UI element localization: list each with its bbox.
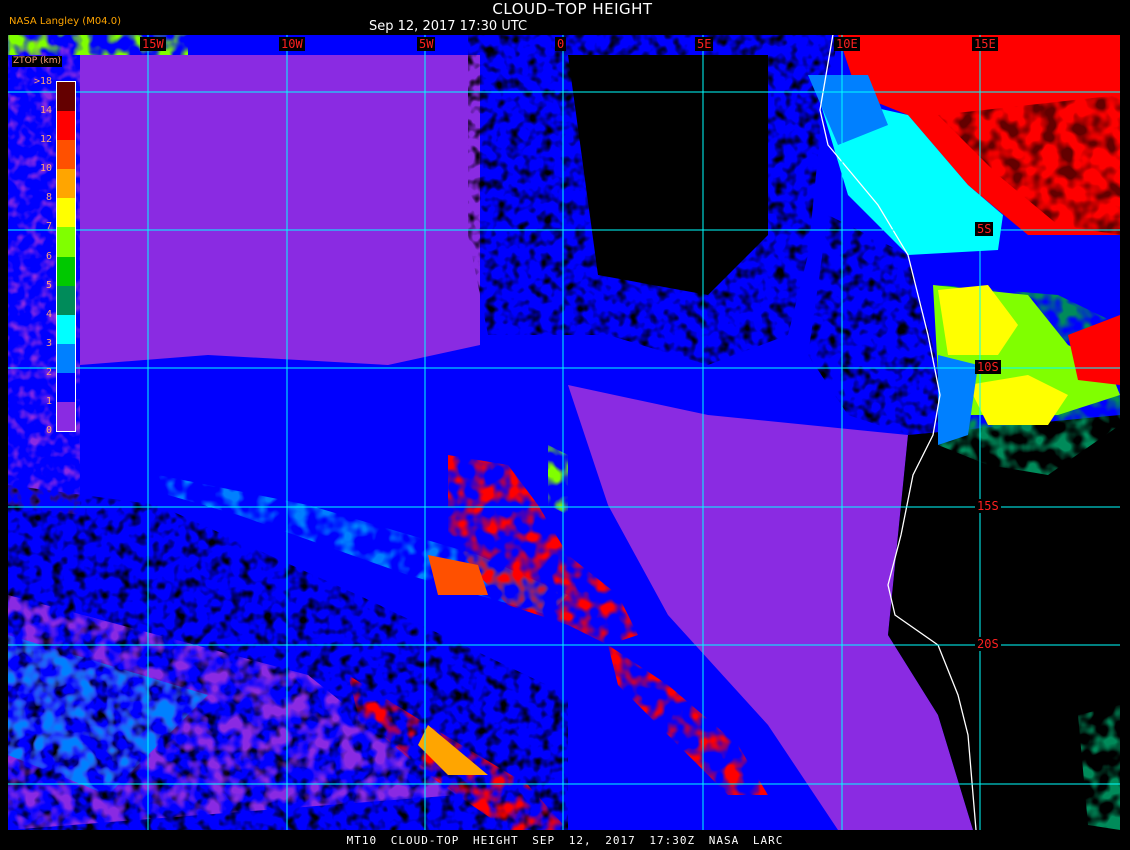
colorbar-label: 0 <box>45 425 52 436</box>
colorbar-label: 14 <box>39 105 52 117</box>
longitude-label: 15E <box>972 37 998 51</box>
colorbar-label: 2 <box>45 366 52 378</box>
colorbar-swatch <box>57 82 75 112</box>
coastline <box>819 35 977 830</box>
cloud-top-height-map <box>8 35 1120 830</box>
colorbar-swatch <box>57 314 75 344</box>
colorbar-swatch <box>57 256 75 286</box>
longitude-label: 10W <box>279 37 305 51</box>
latitude-label: 20S <box>975 637 1001 651</box>
colorbar-swatch <box>57 401 75 431</box>
latitude-label: 5S <box>975 222 994 236</box>
footer-caption: MT10 CLOUD-TOP HEIGHT SEP 12, 2017 17:30… <box>346 834 784 847</box>
longitude-label: 15W <box>140 37 166 51</box>
cloud-field <box>8 35 1120 830</box>
longitude-label: 5E <box>695 37 714 51</box>
colorbar-label: 4 <box>45 308 52 320</box>
colorbar-swatch <box>57 169 75 199</box>
colorbar-swatch <box>57 227 75 257</box>
legend-title: ZTOP (km) <box>12 56 63 67</box>
colorbar-label: 3 <box>45 337 52 349</box>
longitude-label: 10E <box>834 37 860 51</box>
colorbar-swatch <box>57 140 75 170</box>
provider-label: NASA Langley (M04.0) <box>9 16 121 27</box>
colorbar-swatch <box>57 198 75 228</box>
colorbar-label: 5 <box>45 279 52 291</box>
chart-title: CLOUD–TOP HEIGHT <box>492 0 653 18</box>
colorbar-label: 1 <box>45 395 52 407</box>
colorbar-swatch <box>57 372 75 402</box>
colorbar-swatch <box>57 111 75 141</box>
colorbar-swatch <box>57 343 75 373</box>
longitude-label: 0 <box>555 37 567 51</box>
colorbar <box>56 81 76 432</box>
timestamp-subtitle: Sep 12, 2017 17:30 UTC <box>369 19 528 34</box>
longitude-label: 5W <box>417 37 436 51</box>
latitude-label: 10S <box>975 360 1001 374</box>
colorbar-label: 7 <box>45 221 52 233</box>
colorbar-label: 12 <box>39 134 52 146</box>
colorbar-label: 10 <box>39 163 52 175</box>
colorbar-label: 6 <box>45 250 52 262</box>
colorbar-label: 8 <box>45 192 52 204</box>
colorbar-label: >18 <box>33 76 52 87</box>
latitude-label: 15S <box>975 499 1001 513</box>
colorbar-swatch <box>57 285 75 315</box>
colorbar-legend: 0 1 2 3 4 5 6 7 8 10 12 14 >18 ZTOP (km) <box>8 56 78 437</box>
lat-lon-grid <box>8 35 1120 830</box>
